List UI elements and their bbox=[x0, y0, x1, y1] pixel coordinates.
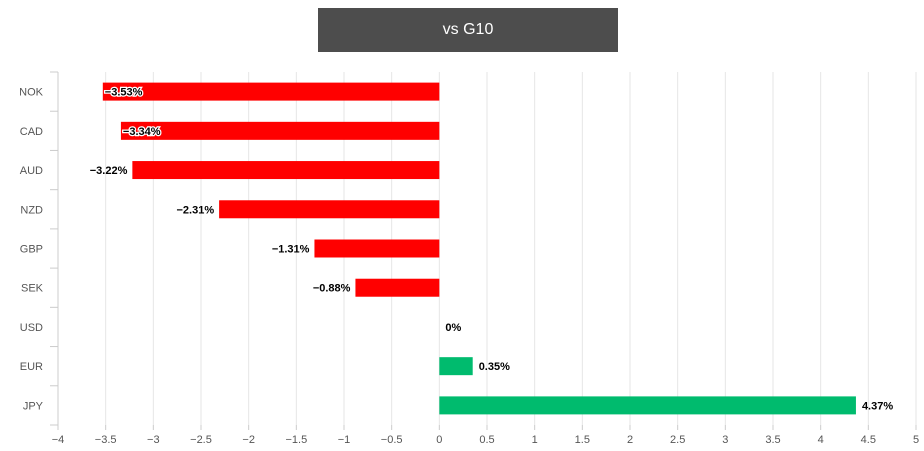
x-tick-label: −3 bbox=[147, 434, 160, 446]
bar-cad[interactable] bbox=[120, 121, 440, 140]
data-label: −1.31% bbox=[272, 244, 310, 256]
x-tick-label: −3.5 bbox=[95, 434, 117, 446]
bar-eur[interactable] bbox=[439, 357, 473, 376]
category-label: USD bbox=[20, 322, 43, 334]
bar-nzd[interactable] bbox=[219, 200, 440, 219]
data-label: −3.22% bbox=[90, 165, 128, 177]
x-tick-label: 1.5 bbox=[575, 434, 590, 446]
x-tick-label: 1 bbox=[532, 434, 538, 446]
x-tick-label: −2 bbox=[242, 434, 255, 446]
chart-title: vs G10 bbox=[318, 8, 618, 52]
x-tick-label: −1.5 bbox=[285, 434, 307, 446]
data-label: 4.37% bbox=[862, 400, 893, 412]
data-label: −2.31% bbox=[176, 204, 214, 216]
data-labels: −3.53% −3.34% −3.22% −2.31% −1.31% −0.88% 0% 0.… bbox=[90, 85, 894, 412]
data-label: −3.53% bbox=[105, 87, 143, 99]
data-label: 0.35% bbox=[479, 361, 510, 373]
bar-jpy[interactable] bbox=[439, 396, 856, 415]
x-tick-label: 3 bbox=[722, 434, 728, 446]
category-label: AUD bbox=[20, 165, 43, 177]
category-label: GBP bbox=[20, 244, 43, 256]
bar-gbp[interactable] bbox=[314, 239, 440, 258]
x-tick-label: 0.5 bbox=[479, 434, 494, 446]
bar-nok[interactable] bbox=[102, 82, 440, 101]
data-label: −0.88% bbox=[313, 283, 351, 295]
x-tick-label: −1 bbox=[338, 434, 351, 446]
x-tick-label: 2 bbox=[627, 434, 633, 446]
category-label: JPY bbox=[23, 400, 44, 412]
x-tick-label: 0 bbox=[436, 434, 442, 446]
bar-aud[interactable] bbox=[132, 161, 440, 180]
x-tick-label: 4 bbox=[818, 434, 824, 446]
x-tick-label: 4.5 bbox=[861, 434, 876, 446]
category-label: NZD bbox=[20, 204, 43, 216]
bars bbox=[102, 82, 856, 415]
bar-sek[interactable] bbox=[355, 278, 440, 297]
category-label: SEK bbox=[21, 283, 44, 295]
category-label: CAD bbox=[20, 126, 43, 138]
x-tick-label: 5 bbox=[913, 434, 919, 446]
x-tick-label: −4 bbox=[52, 434, 65, 446]
x-tick-label: −2.5 bbox=[190, 434, 212, 446]
x-tick-label: 3.5 bbox=[765, 434, 780, 446]
category-label: EUR bbox=[20, 361, 43, 373]
chart-title-text: vs G10 bbox=[442, 21, 494, 38]
data-label: −3.34% bbox=[123, 126, 161, 138]
axes: −4 −3.5 −3 −2.5 −2 −1.5 −1 −0.5 0 0.5 1 1.5 2 2.5 3 3.5… bbox=[19, 71, 919, 446]
x-tick-label: 2.5 bbox=[670, 434, 685, 446]
category-label: NOK bbox=[19, 87, 44, 99]
data-label: 0% bbox=[445, 322, 461, 334]
x-tick-label: −0.5 bbox=[381, 434, 403, 446]
